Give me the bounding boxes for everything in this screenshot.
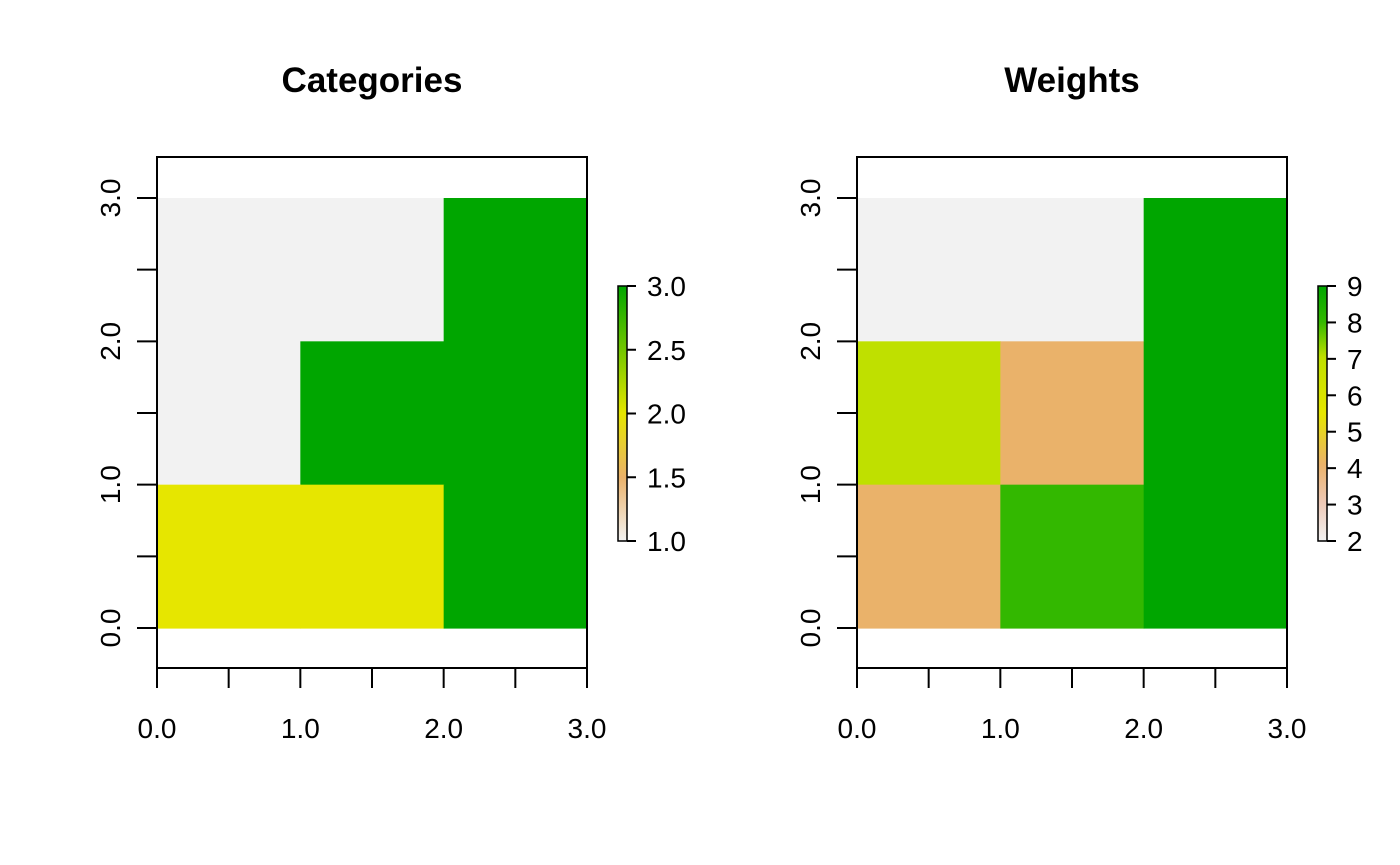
heatmap-cell	[1000, 341, 1145, 486]
legend-tick-label: 2.5	[647, 335, 686, 366]
legend-tick-label: 4	[1347, 453, 1363, 484]
color-legend: 1.0 1.5 2.0 2.5 3.0	[617, 271, 686, 557]
legend-tick-label: 3.0	[647, 271, 686, 302]
x-tick-label: 1.0	[281, 713, 320, 744]
x-tick-label: 3.0	[1268, 713, 1307, 744]
heatmap-cell	[443, 198, 588, 342]
heatmap-cell	[1143, 198, 1288, 342]
heatmap-cell	[1143, 341, 1288, 486]
panel-categories: Categories 0.0 1.0 2.0 3.00.01.02.03.0 1.01…	[95, 61, 686, 744]
heatmap-cell	[1143, 484, 1288, 629]
legend-tick-label: 1.5	[647, 462, 686, 493]
heatmap-cell	[300, 484, 445, 629]
legend-tick-label: 6	[1347, 380, 1363, 411]
heatmap-cell	[1000, 198, 1145, 342]
heatmap-cell	[443, 484, 588, 629]
x-tick-label: 1.0	[981, 713, 1020, 744]
y-tick-label: 0.0	[795, 609, 826, 648]
legend-tick-label: 7	[1347, 344, 1363, 375]
legend-tick-label: 2.0	[647, 399, 686, 430]
heatmap-cell	[300, 341, 445, 486]
legend-tick-label: 9	[1347, 271, 1363, 302]
heatmap-cell	[157, 198, 301, 342]
heatmap-cell	[157, 484, 301, 629]
color-legend: 2 3 4 5 6 7 8 9	[1317, 271, 1363, 557]
legend-tick-label: 5	[1347, 417, 1363, 448]
legend-color-bar	[1317, 285, 1328, 542]
axes: 0.0 1.0 2.0 3.0 0.0 1.0 2.0 3.0	[795, 179, 1306, 744]
x-tick-label: 3.0	[568, 713, 607, 744]
legend-tick-label: 1.0	[647, 526, 686, 557]
heatmap-cell	[857, 341, 1001, 486]
chart-title: Weights	[1004, 61, 1139, 100]
heatmap-cell	[157, 341, 301, 486]
x-tick-label: 0.0	[138, 713, 177, 744]
y-tick-label: 2.0	[795, 322, 826, 361]
heatmap-cells	[857, 198, 1288, 629]
heatmap-cell	[857, 198, 1001, 342]
y-tick-label: 0.0	[95, 609, 126, 648]
chart-title: Categories	[282, 61, 463, 100]
legend-tick-label: 8	[1347, 307, 1363, 338]
heatmap-cell	[857, 484, 1001, 629]
x-tick-label: 0.0	[838, 713, 877, 744]
legend-color-bar	[617, 285, 628, 542]
axes: 0.0 1.0 2.0 3.0 0.0 1.0 2.0 3.0	[95, 179, 606, 744]
heatmap-cell	[300, 198, 445, 342]
y-tick-label: 3.0	[95, 179, 126, 218]
heatmap-cell	[1000, 484, 1145, 629]
y-tick-label: 1.0	[95, 465, 126, 504]
x-tick-label: 2.0	[424, 713, 463, 744]
panel-weights: Weights 0.0 1.0 2.0 3.0 0.0 1.0 2.0 3.0 2 3 4 5 6 7 8…	[795, 61, 1363, 744]
x-tick-label: 2.0	[1124, 713, 1163, 744]
y-tick-label: 3.0	[795, 179, 826, 218]
y-tick-label: 2.0	[95, 322, 126, 361]
heatmap-cell	[443, 341, 588, 486]
heatmap-cells	[157, 198, 588, 629]
legend-tick-label: 3	[1347, 490, 1363, 521]
legend-tick-label: 2	[1347, 526, 1363, 557]
y-tick-label: 1.0	[795, 465, 826, 504]
